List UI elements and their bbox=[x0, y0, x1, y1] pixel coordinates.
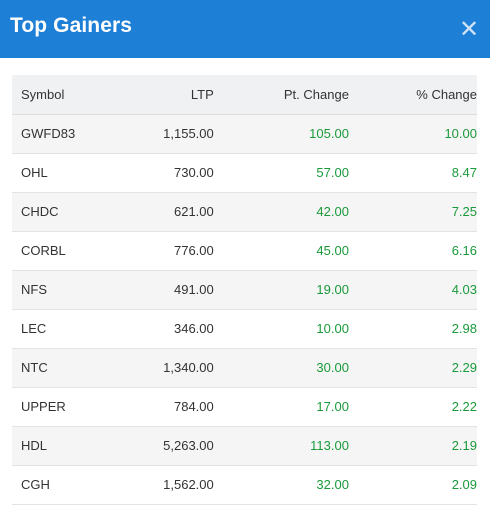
cell-ltp: 621.00 bbox=[173, 204, 214, 219]
cell-pt-change: 57.00 bbox=[316, 165, 349, 180]
column-header-ltp[interactable]: LTP bbox=[112, 75, 214, 115]
cell-pt-change: 30.00 bbox=[316, 360, 349, 375]
cell-pt-change: 113.00 bbox=[310, 438, 349, 453]
table-row[interactable]: OHL 730.00 57.00 8.47 bbox=[12, 153, 477, 192]
cell-pct-change: 4.03 bbox=[451, 282, 477, 297]
cell-pt-change: 10.00 bbox=[316, 321, 349, 336]
cell-symbol[interactable]: CORBL bbox=[21, 243, 66, 258]
table-row[interactable]: UPPER 784.00 17.00 2.22 bbox=[12, 387, 477, 426]
table-row[interactable]: NTC 1,340.00 30.00 2.29 bbox=[12, 348, 477, 387]
cell-symbol[interactable]: OHL bbox=[21, 165, 48, 180]
cell-pct-change: 6.16 bbox=[451, 243, 477, 258]
cell-symbol[interactable]: UPPER bbox=[21, 399, 66, 414]
dialog-title: Top Gainers bbox=[10, 14, 133, 37]
column-header-symbol[interactable]: Symbol bbox=[12, 75, 113, 115]
table-row[interactable]: HDL 5,263.00 113.00 2.19 bbox=[12, 426, 477, 465]
cell-pct-change: 2.19 bbox=[451, 438, 477, 453]
cell-ltp: 346.00 bbox=[173, 321, 214, 336]
dialog-header: Top Gainers ✕ bbox=[0, 0, 490, 58]
table-row[interactable]: NFS 491.00 19.00 4.03 bbox=[12, 270, 477, 309]
cell-pct-change: 2.09 bbox=[451, 477, 477, 492]
cell-ltp: 1,155.00 bbox=[163, 126, 214, 141]
table-row[interactable]: CORBL 776.00 45.00 6.16 bbox=[12, 231, 477, 270]
table-row[interactable]: LEC 346.00 10.00 2.98 bbox=[12, 309, 477, 348]
cell-pt-change: 42.00 bbox=[316, 204, 349, 219]
top-gainers-table: Symbol LTP Pt. Change % Change GWFD83 1,… bbox=[12, 75, 477, 505]
cell-ltp: 776.00 bbox=[173, 243, 214, 258]
cell-symbol[interactable]: NTC bbox=[21, 360, 48, 375]
close-icon[interactable]: ✕ bbox=[458, 16, 480, 43]
column-header-pct-change[interactable]: % Change bbox=[348, 75, 477, 115]
cell-ltp: 1,562.00 bbox=[163, 477, 214, 492]
cell-pct-change: 8.47 bbox=[451, 165, 477, 180]
cell-symbol[interactable]: GWFD83 bbox=[21, 126, 76, 141]
cell-ltp: 1,340.00 bbox=[163, 360, 214, 375]
table-row[interactable]: CGH 1,562.00 32.00 2.09 bbox=[12, 465, 477, 504]
cell-pct-change: 2.22 bbox=[451, 399, 477, 414]
cell-ltp: 5,263.00 bbox=[163, 438, 214, 453]
table-row[interactable]: GWFD83 1,155.00 105.00 10.00 bbox=[12, 114, 477, 153]
cell-ltp: 730.00 bbox=[173, 165, 214, 180]
table-header-row: Symbol LTP Pt. Change % Change bbox=[12, 75, 477, 115]
cell-pt-change: 17.00 bbox=[316, 399, 349, 414]
table-row[interactable]: CHDC 621.00 42.00 7.25 bbox=[12, 192, 477, 231]
cell-ltp: 491.00 bbox=[173, 282, 214, 297]
cell-pt-change: 32.00 bbox=[316, 477, 349, 492]
cell-ltp: 784.00 bbox=[173, 399, 214, 414]
cell-pt-change: 105.00 bbox=[309, 126, 349, 141]
cell-pct-change: 10.00 bbox=[444, 126, 477, 141]
cell-symbol[interactable]: CHDC bbox=[21, 204, 59, 219]
cell-symbol[interactable]: HDL bbox=[21, 438, 48, 453]
cell-symbol[interactable]: NFS bbox=[21, 282, 47, 297]
cell-symbol[interactable]: LEC bbox=[21, 321, 47, 336]
cell-pct-change: 2.29 bbox=[451, 360, 477, 375]
cell-symbol[interactable]: CGH bbox=[21, 477, 50, 492]
cell-pt-change: 45.00 bbox=[316, 243, 349, 258]
cell-pct-change: 2.98 bbox=[451, 321, 477, 336]
cell-pt-change: 19.00 bbox=[316, 282, 349, 297]
column-header-pt-change[interactable]: Pt. Change bbox=[213, 75, 349, 115]
cell-pct-change: 7.25 bbox=[451, 204, 477, 219]
